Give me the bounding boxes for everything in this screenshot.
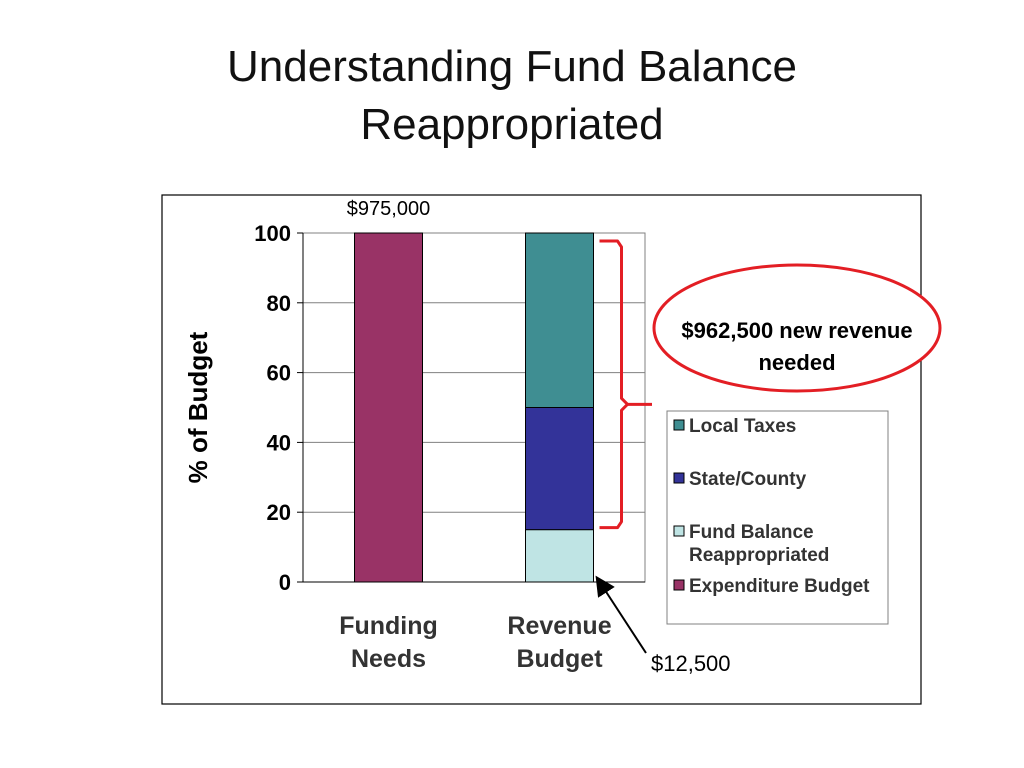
legend-label: Local Taxes — [689, 416, 796, 437]
bar-state-county-1 — [525, 407, 594, 531]
y-tick-label: 40 — [267, 430, 291, 455]
x-category-label: Funding — [339, 612, 438, 640]
plot-area: 0 20 40 60 80 100 % of Budget Funding Needs Reven… — [183, 221, 646, 673]
callout-text-line-2: needed — [758, 350, 835, 375]
y-axis-label: % of Budget — [183, 331, 213, 483]
x-category-label: Budget — [516, 645, 603, 673]
bar-local-taxes-1 — [525, 232, 594, 408]
slide-title: Understanding Fund Balance Reappropriate… — [112, 38, 912, 154]
y-tick-label: 20 — [267, 500, 291, 525]
top-amount-label: $975,000 — [347, 198, 430, 220]
x-category-label: Needs — [351, 645, 426, 673]
legend-swatch-0 — [673, 419, 685, 431]
y-tick-label: 60 — [267, 361, 291, 386]
fund-balance-amount-label: $12,500 — [651, 651, 731, 676]
slide-title-line-1: Understanding Fund Balance — [227, 42, 797, 91]
legend-swatch-3 — [673, 579, 685, 591]
y-tick-label: 80 — [267, 291, 291, 316]
legend-label: Expenditure Budget — [689, 576, 870, 597]
y-tick-label: 0 — [279, 570, 291, 595]
slide-title-line-2: Reappropriated — [360, 100, 664, 149]
fund-balance-arrow — [595, 575, 647, 654]
bar-expenditure-budget-0 — [354, 232, 423, 583]
legend-label: State/County — [689, 469, 807, 490]
x-category-label: Revenue — [507, 612, 611, 640]
legend-swatch-2 — [673, 525, 685, 537]
legend: Local Taxes State/County Fund BalanceReapp… — [666, 410, 889, 625]
bar-fund-balance-reappropriated-1 — [525, 529, 594, 583]
annotations: $975,000 $962,500 new revenue needed $12,50… — [347, 198, 942, 676]
callout-ellipse — [652, 263, 942, 393]
legend-box — [666, 410, 889, 625]
legend-swatch-1 — [673, 472, 685, 484]
callout-text-line-1: $962,500 new revenue — [681, 318, 912, 343]
legend-label: Reappropriated — [689, 545, 829, 566]
y-tick-label: 100 — [254, 221, 291, 246]
legend-label: Fund Balance — [689, 522, 814, 543]
